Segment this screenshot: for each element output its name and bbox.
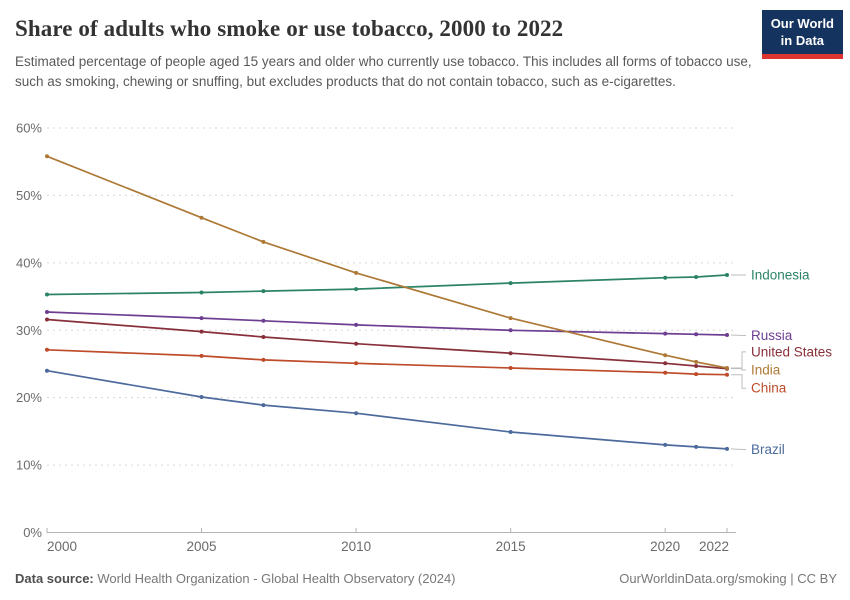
data-point-indonesia-2000 (45, 292, 49, 297)
data-point-united-states-2015 (508, 351, 513, 356)
data-point-united-states-2020 (663, 361, 668, 366)
data-point-brazil-2005 (199, 395, 204, 399)
data-point-china-2005 (199, 353, 204, 358)
data-point-russia-2010 (354, 322, 359, 327)
owid-logo-line2: in Data (780, 32, 825, 48)
data-point-china-2021 (694, 372, 699, 377)
series-russia: Russia (45, 310, 793, 343)
data-point-china-2007 (261, 357, 266, 362)
data-point-russia-2007 (261, 318, 266, 323)
series-united-states: United States (45, 317, 832, 371)
data-point-indonesia-2015 (508, 281, 513, 286)
data-point-indonesia-2005 (199, 290, 204, 295)
y-tick-label-60: 60% (16, 121, 42, 136)
data-point-russia-2021 (694, 332, 699, 337)
chart-subtitle: Estimated percentage of people aged 15 y… (15, 54, 752, 89)
y-tick-label-0: 0% (23, 525, 42, 540)
data-point-indonesia-2007 (261, 289, 266, 294)
series-label-india[interactable]: India (751, 363, 781, 378)
series-line-indonesia (46, 274, 728, 296)
label-connector-united-states (731, 351, 746, 370)
data-point-brazil-2007 (261, 403, 266, 408)
data-point-brazil-2000 (45, 368, 49, 373)
series-label-china[interactable]: China (751, 381, 787, 396)
data-source: Data source: World Health Organization -… (15, 571, 456, 586)
x-tick-label-2000: 2000 (47, 539, 77, 554)
y-tick-label-10: 10% (16, 458, 42, 473)
label-connector-india (731, 367, 746, 371)
data-point-indonesia-2022 (725, 273, 729, 277)
x-tick-label-2010: 2010 (341, 539, 371, 554)
data-point-india-2005 (199, 215, 204, 220)
data-point-united-states-2007 (261, 335, 266, 339)
series-india: India (45, 154, 781, 378)
data-point-india-2010 (354, 270, 359, 275)
series-label-brazil[interactable]: Brazil (751, 442, 785, 457)
data-point-brazil-2021 (694, 444, 699, 449)
label-connector-brazil (730, 448, 747, 451)
data-point-united-states-2000 (45, 317, 49, 322)
y-tick-label-50: 50% (16, 188, 42, 203)
series-brazil: Brazil (45, 368, 785, 457)
label-connector-russia (730, 334, 747, 337)
data-point-india-2000 (45, 154, 49, 159)
data-point-indonesia-2020 (663, 275, 668, 280)
y-tick-label-40: 40% (16, 255, 42, 270)
data-point-brazil-2020 (663, 442, 668, 447)
credit-line: OurWorldinData.org/smoking | CC BY (619, 571, 837, 586)
data-point-india-2020 (663, 353, 668, 358)
data-point-russia-2005 (199, 316, 204, 321)
series-line-brazil (46, 369, 728, 450)
data-point-russia-2020 (663, 331, 668, 336)
data-point-brazil-2015 (508, 430, 513, 434)
data-point-russia-2000 (45, 310, 49, 314)
series-indonesia: Indonesia (45, 267, 810, 297)
page-title: Share of adults who smoke or use tobacco… (15, 16, 564, 41)
data-point-india-2021 (694, 359, 699, 364)
data-point-india-2007 (261, 239, 266, 244)
data-point-indonesia-2021 (694, 275, 699, 279)
data-point-india-2015 (508, 316, 513, 321)
data-point-indonesia-2010 (354, 287, 359, 292)
owid-logo: Our World in Data (761, 10, 843, 59)
data-point-united-states-2021 (694, 364, 699, 368)
data-point-china-2000 (45, 347, 49, 352)
series-line-india (46, 155, 728, 369)
x-tick-label-2005: 2005 (187, 539, 217, 554)
data-source-text: World Health Organization - Global Healt… (93, 571, 456, 586)
x-axis: 2000 2005 2010 2015 2020 2022 (46, 528, 729, 554)
data-point-china-2010 (354, 361, 359, 366)
chart-footer: Data source: World Health Organization -… (15, 571, 837, 586)
data-point-brazil-2022 (725, 446, 729, 451)
data-point-china-2020 (663, 370, 668, 375)
series-line-russia (46, 311, 728, 336)
x-tick-label-2022: 2022 (699, 539, 729, 554)
series-line-china (46, 348, 728, 376)
x-tick-label-2015: 2015 (496, 539, 526, 554)
data-point-united-states-2010 (354, 341, 359, 346)
y-tick-label-30: 30% (16, 323, 42, 338)
data-point-russia-2022 (725, 333, 729, 337)
series-china: China (45, 347, 787, 396)
data-point-china-2022 (725, 372, 729, 377)
x-tick-label-2020: 2020 (650, 539, 680, 554)
data-point-china-2015 (508, 366, 513, 370)
data-point-united-states-2005 (199, 329, 204, 334)
grid: 0% 10% 20% 30% 40% 50% 60% (16, 121, 736, 540)
y-tick-label-20: 20% (16, 390, 42, 405)
series-line-united-states (46, 318, 728, 370)
data-point-brazil-2010 (354, 411, 359, 416)
owid-logo-line1: Our World (770, 16, 834, 31)
label-connector-china (731, 374, 746, 389)
data-point-russia-2015 (508, 328, 513, 333)
series-label-united-states[interactable]: United States (751, 344, 832, 359)
series-label-russia[interactable]: Russia (751, 328, 793, 343)
data-point-india-2022 (725, 366, 729, 370)
data-source-label: Data source: (15, 571, 94, 586)
series-label-indonesia[interactable]: Indonesia (751, 267, 810, 282)
